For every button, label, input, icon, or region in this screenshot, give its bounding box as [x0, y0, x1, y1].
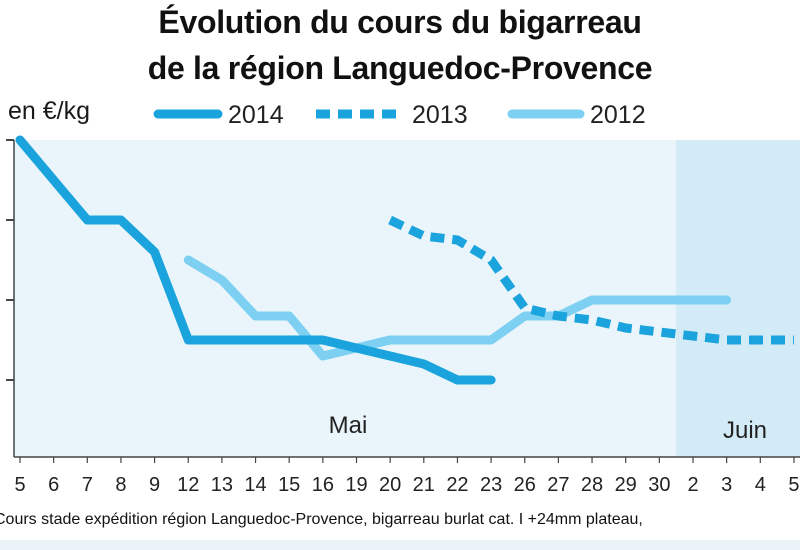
x-tick-label: 12 [177, 474, 199, 496]
x-tick-label: 29 [615, 474, 637, 496]
series-line-2012 [183, 255, 732, 361]
x-tick-label: 4 [755, 474, 766, 496]
legend-label-2014: 2014 [228, 101, 284, 129]
x-tick-label: 8 [115, 474, 126, 496]
y-axis-unit-label: en €/kg [8, 97, 91, 125]
series-line-2013 [388, 215, 794, 345]
x-tick-label: 5 [788, 474, 799, 496]
x-tick-label: 26 [514, 474, 536, 496]
x-tick-label: 30 [648, 474, 670, 496]
x-tick-label: 15 [278, 474, 300, 496]
chart-title-line1: Évolution du cours du bigarreau [158, 4, 642, 40]
x-tick-label: 13 [211, 474, 233, 496]
legend-label-2012: 2012 [590, 101, 646, 129]
x-tick-label: 21 [413, 474, 435, 496]
x-tick-label: 2 [687, 474, 698, 496]
x-tick-label: 22 [446, 474, 468, 496]
x-tick-label: 5 [14, 474, 25, 496]
x-tick-label: 9 [149, 474, 160, 496]
chart-title-line2: de la région Languedoc-Provence [147, 50, 653, 86]
footer-strip [0, 540, 800, 550]
x-tick-label: 19 [345, 474, 367, 496]
x-tick-label: 23 [480, 474, 502, 496]
month-label: Mai [329, 412, 368, 439]
x-tick-label: 27 [547, 474, 569, 496]
x-tick-label: 14 [244, 474, 266, 496]
x-tick-label: 7 [82, 474, 93, 496]
x-tick-label: 3 [721, 474, 732, 496]
x-tick-label: 20 [379, 474, 401, 496]
x-tick-label: 6 [48, 474, 59, 496]
series-line-2014 [15, 135, 496, 385]
legend-label-2013: 2013 [412, 101, 468, 129]
month-label: Juin [723, 417, 767, 444]
x-tick-label: 28 [581, 474, 603, 496]
chart-source-note: Cours stade expédition région Languedoc-… [0, 511, 643, 528]
x-tick-label: 16 [312, 474, 334, 496]
